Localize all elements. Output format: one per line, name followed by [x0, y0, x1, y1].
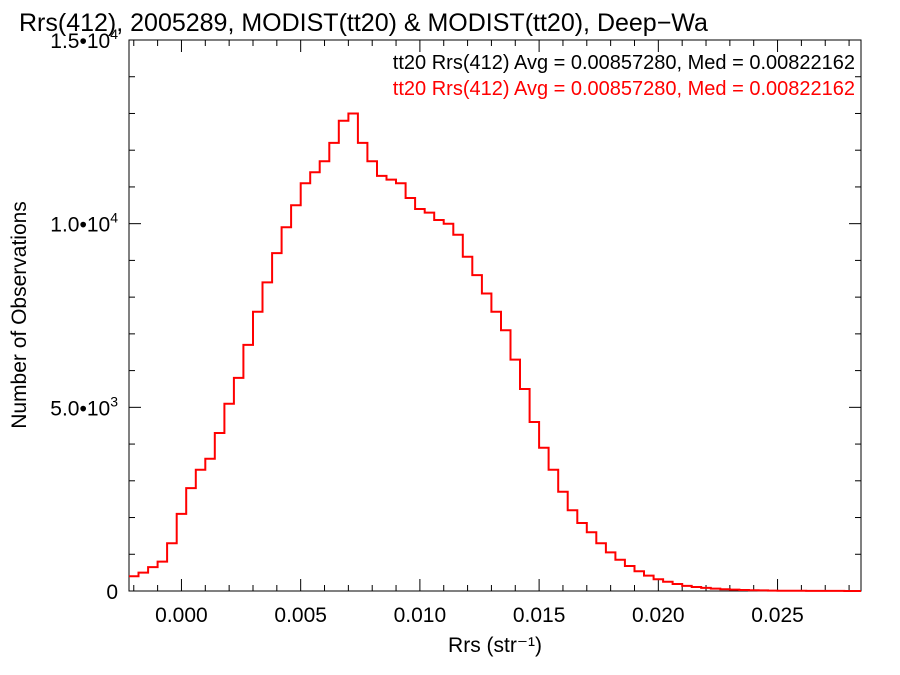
x-tick-label: 0.000 [155, 604, 208, 627]
y-tick-label: 0 [106, 581, 118, 604]
x-tick-label: 0.005 [274, 604, 327, 627]
y-tick-label: 1.0•104 [50, 210, 118, 237]
y-axis-label: Number of Observations [8, 201, 31, 429]
x-tick-label: 0.010 [394, 604, 447, 627]
y-tick-label-base: 1.5•10 [50, 30, 110, 53]
legend: tt20 Rrs(412) Avg = 0.00857280, Med = 0.… [393, 52, 855, 100]
y-tick-label-exponent: 4 [110, 26, 118, 42]
x-tick-label: 0.020 [632, 604, 685, 627]
x-axis-label: Rrs (str⁻¹) [448, 634, 542, 657]
axis-ticks [129, 39, 861, 592]
y-tick-label-base: 0 [106, 581, 118, 604]
y-tick-label: 1.5•104 [50, 26, 118, 53]
y-tick-label-exponent: 3 [110, 393, 118, 409]
y-tick-label-base: 5.0•10 [50, 397, 110, 420]
series-group [129, 112, 861, 592]
x-tick-label: 0.015 [513, 604, 566, 627]
legend-entry: tt20 Rrs(412) Avg = 0.00857280, Med = 0.… [393, 52, 855, 74]
y-tick-label-base: 1.0•10 [50, 214, 110, 237]
x-tick-label: 0.025 [751, 604, 804, 627]
legend-entry: tt20 Rrs(412) Avg = 0.00857280, Med = 0.… [393, 78, 855, 100]
y-tick-label: 5.0•103 [50, 393, 118, 420]
chart-title: Rrs(412), 2005289, MODIST(tt20) & MODIST… [19, 9, 708, 37]
plot-frame [128, 39, 862, 592]
y-tick-label-exponent: 4 [110, 210, 118, 226]
x-tick-labels: 0.000 0.005 0.010 0.015 0.020 0.025 [155, 604, 804, 627]
histogram-series-line [129, 112, 861, 592]
